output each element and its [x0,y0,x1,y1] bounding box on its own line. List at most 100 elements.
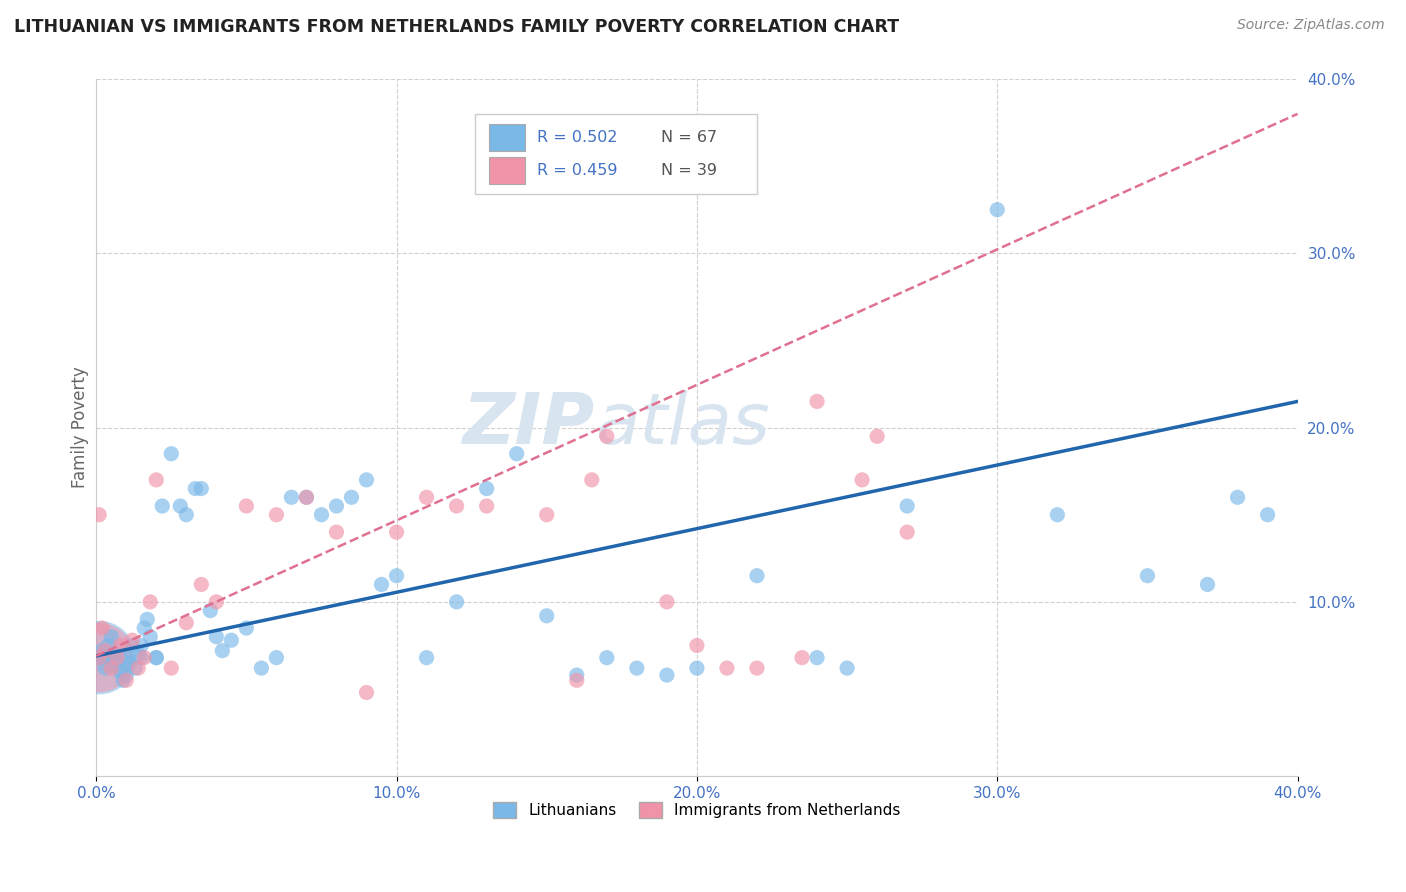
Point [134,621,156,635]
Bar [489,157,524,184]
Point [110,665,132,679]
Point [205,595,228,609]
Point [205,630,228,644]
Point [91,643,114,657]
Point [596,429,619,443]
Point [686,639,709,653]
Point [596,650,619,665]
Point [139,630,162,644]
Point [94,661,117,675]
Point [536,608,558,623]
Point [235,499,257,513]
Point [686,661,709,675]
Point [356,685,378,699]
Point [235,621,257,635]
Point [110,639,132,653]
Point [806,650,828,665]
Point [356,473,378,487]
Point [655,668,678,682]
Text: N = 39: N = 39 [661,163,717,178]
Point [280,491,302,505]
Point [145,650,167,665]
Text: R = 0.502: R = 0.502 [537,130,617,145]
Point [200,604,222,618]
Point [221,633,243,648]
Legend: Lithuanians, Immigrants from Netherlands: Lithuanians, Immigrants from Netherlands [486,796,907,824]
Point [97,639,120,653]
Point [94,643,117,657]
Point [866,429,889,443]
Point [150,499,173,513]
Point [370,577,392,591]
Point [89,650,111,665]
Point [385,568,408,582]
Point [115,668,138,682]
Point [446,499,468,513]
Point [896,499,918,513]
Point [190,577,212,591]
Point [103,647,125,661]
Point [105,650,128,665]
Point [325,499,347,513]
Point [266,650,288,665]
Point [415,491,437,505]
Point [169,499,191,513]
Point [565,668,588,682]
Point [115,650,138,665]
Point [89,650,111,665]
Point [340,491,363,505]
Point [145,650,167,665]
Point [835,661,858,675]
Point [94,650,117,665]
Point [100,630,122,644]
Point [1226,491,1249,505]
Point [129,639,152,653]
Point [986,202,1008,217]
Point [266,508,288,522]
Point [626,661,648,675]
Point [89,650,111,665]
Point [745,568,768,582]
Point [311,508,333,522]
Text: R = 0.459: R = 0.459 [537,163,617,178]
Point [121,639,143,653]
Point [160,661,183,675]
Point [100,650,122,665]
Point [790,650,813,665]
Point [505,447,527,461]
Point [118,656,141,670]
Point [581,473,603,487]
Y-axis label: Family Poverty: Family Poverty [72,367,89,489]
Point [1136,568,1159,582]
Point [160,447,183,461]
Point [174,615,197,630]
Point [127,647,149,661]
Point [110,650,132,665]
Point [1046,508,1069,522]
Point [475,499,498,513]
Point [295,491,318,505]
Bar [489,124,524,151]
Point [385,525,408,540]
Point [716,661,738,675]
Point [91,621,114,635]
Text: LITHUANIAN VS IMMIGRANTS FROM NETHERLANDS FAMILY POVERTY CORRELATION CHART: LITHUANIAN VS IMMIGRANTS FROM NETHERLAND… [14,18,900,36]
Point [174,508,197,522]
Point [129,650,152,665]
Point [89,508,111,522]
Point [655,595,678,609]
Point [190,482,212,496]
Point [134,650,156,665]
Point [184,482,207,496]
Point [325,525,347,540]
Point [115,673,138,688]
Text: atlas: atlas [595,390,769,458]
Text: ZIP: ZIP [463,390,595,458]
Point [145,473,167,487]
FancyBboxPatch shape [475,114,756,194]
Point [896,525,918,540]
Point [475,482,498,496]
Point [851,473,873,487]
Point [112,673,135,688]
Point [89,650,111,665]
